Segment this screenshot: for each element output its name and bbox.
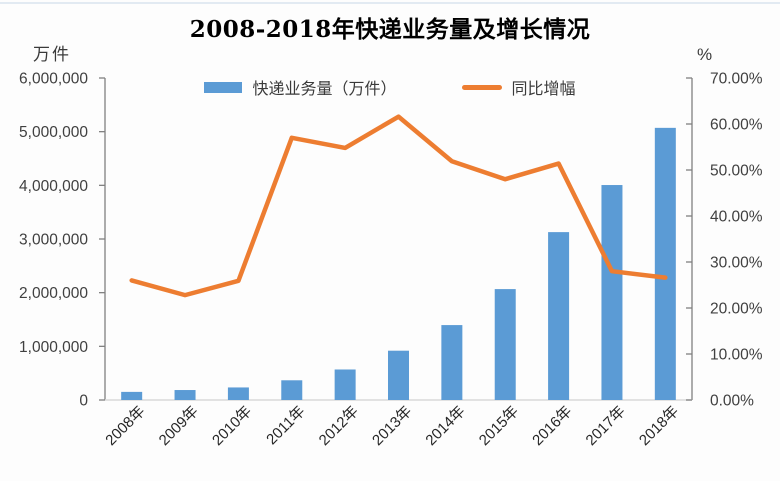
left-axis-tick-label: 4,000,000: [19, 178, 88, 195]
right-axis-tick-label: 0.00%: [710, 393, 754, 410]
x-axis-tick-label: 2016年: [529, 403, 575, 449]
right-axis-tick-label: 40.00%: [710, 209, 763, 226]
right-axis-tick-label: 30.00%: [710, 255, 763, 272]
right-axis-unit: %: [697, 45, 713, 64]
x-axis-tick-label: 2017年: [583, 403, 629, 449]
right-axis-tick-label: 20.00%: [710, 301, 763, 318]
line-series-legend-swatch: [461, 84, 502, 90]
volume-bar-2013年: [388, 350, 409, 400]
volume-bar-2012年: [334, 369, 356, 400]
x-axis-tick-label: 2011年: [263, 403, 308, 448]
volume-bar-2011年: [281, 380, 303, 400]
volume-bar-2015年: [494, 289, 516, 400]
left-axis-tick-label: 5,000,000: [19, 124, 88, 141]
right-axis-tick-label: 50.00%: [710, 163, 763, 180]
right-axis-tick-label: 10.00%: [710, 347, 763, 364]
bar-series-legend-label: 快递业务量（万件）: [252, 81, 397, 98]
x-axis-tick-label: 2009年: [156, 403, 202, 449]
x-axis-tick-label: 2008年: [102, 403, 148, 449]
chart-title: 2008-2018年快递业务量及增长情况: [189, 16, 591, 43]
growth-rate-line: [129, 114, 668, 298]
left-axis-unit: 万件: [33, 45, 71, 64]
left-axis-tick-label: 1,000,000: [19, 339, 88, 356]
x-axis-tick-label: 2012年: [316, 403, 362, 449]
left-axis-tick-label: 2,000,000: [19, 285, 88, 302]
volume-bar-2016年: [548, 232, 570, 400]
x-axis-tick-label: 2013年: [369, 403, 415, 449]
volume-bar-2010年: [227, 387, 249, 400]
right-axis-tick-label: 60.00%: [710, 117, 763, 134]
x-axis-tick-label: 2010年: [209, 403, 255, 449]
volume-bar-2009年: [174, 390, 196, 400]
x-axis-tick-label: 2014年: [422, 403, 468, 449]
volume-bar-2018年: [654, 127, 676, 401]
bar-series-legend-swatch: [204, 81, 243, 93]
legend: 快递业务量（万件） 同比增幅: [0, 77, 780, 98]
left-axis-tick-label: 0: [79, 393, 88, 410]
volume-bar-2017年: [601, 185, 623, 400]
top-border-line: [0, 2, 780, 4]
line-series-legend-label: 同比增幅: [511, 81, 576, 98]
volume-bar-2014年: [441, 325, 463, 400]
left-axis-tick-label: 3,000,000: [19, 232, 88, 249]
x-axis-tick-label: 2018年: [636, 403, 682, 449]
volume-bar-2008年: [121, 391, 143, 400]
left-axis-tick-label: 6,000,000: [19, 71, 88, 88]
right-axis-tick-label: 70.00%: [710, 71, 763, 88]
x-axis-tick-label: 2015年: [476, 403, 522, 449]
